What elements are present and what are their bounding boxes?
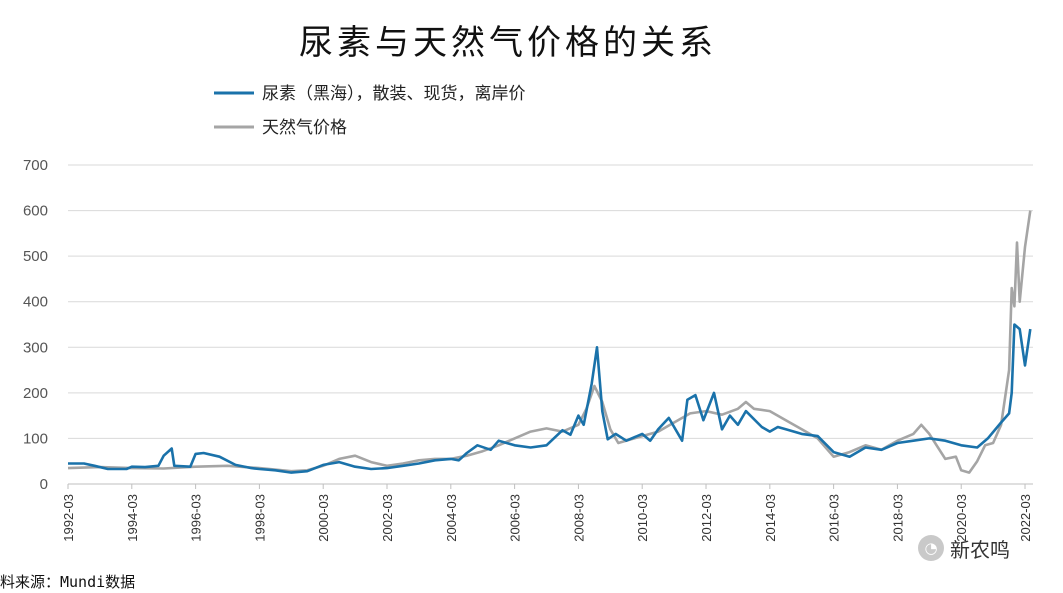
y-tick-label: 200 bbox=[23, 385, 48, 402]
y-tick-label: 0 bbox=[40, 476, 48, 493]
chart-title: 尿素与天然气价格的关系 bbox=[299, 23, 717, 63]
y-tick-label: 500 bbox=[23, 248, 48, 265]
series-line-urea bbox=[68, 323, 1032, 474]
x-tick-label: 2004-03 bbox=[444, 494, 459, 542]
legend-label-urea: 尿素（黑海），散装、现货，离岸价 bbox=[262, 84, 526, 104]
y-tick-label: 700 bbox=[23, 157, 48, 174]
watermark: ◔ 新农鸣 bbox=[918, 532, 1038, 564]
x-tick-label: 1994-03 bbox=[125, 494, 140, 542]
x-tick-label: 2000-03 bbox=[316, 494, 331, 542]
watermark-text: 新农鸣 bbox=[950, 537, 1010, 562]
x-tick-label: 1996-03 bbox=[189, 494, 204, 542]
x-tick-label: 2022-03 bbox=[1018, 494, 1033, 542]
x-tick-label: 2006-03 bbox=[508, 494, 523, 542]
source-note: 料来源：Mundi数据 bbox=[0, 573, 136, 591]
x-tick-label: 2010-03 bbox=[635, 494, 650, 542]
x-tick-label: 1998-03 bbox=[252, 494, 267, 542]
legend: 尿素（黑海），散装、现货，离岸价 天然气价格 bbox=[214, 84, 526, 138]
x-tick-label: 2020-03 bbox=[954, 494, 969, 542]
wechat-icon: ◔ bbox=[918, 535, 944, 561]
x-tick-label: 2002-03 bbox=[380, 494, 395, 542]
x-tick-label: 2012-03 bbox=[699, 494, 714, 542]
y-tick-label: 100 bbox=[23, 430, 48, 447]
x-tick-label: 2014-03 bbox=[763, 494, 778, 542]
x-axis: 1992-03 1994-03 1996-03 1998-03 2000-03 2002-… bbox=[61, 484, 1033, 542]
series-lines bbox=[67, 210, 1032, 474]
x-tick-label: 2008-03 bbox=[571, 494, 586, 542]
y-axis-ticks: 0 100 200 300 400 500 600 700 bbox=[23, 157, 48, 493]
legend-label-gas: 天然气价格 bbox=[262, 118, 347, 138]
x-tick-label: 1992-03 bbox=[61, 494, 76, 542]
y-tick-label: 600 bbox=[23, 203, 48, 220]
x-tick-label: 2016-03 bbox=[827, 494, 842, 542]
x-tick-label: 2018-03 bbox=[890, 494, 905, 542]
y-tick-label: 400 bbox=[23, 294, 48, 311]
series-line-gas bbox=[67, 210, 1032, 474]
y-tick-label: 300 bbox=[23, 339, 48, 356]
gridlines bbox=[68, 164, 1033, 485]
